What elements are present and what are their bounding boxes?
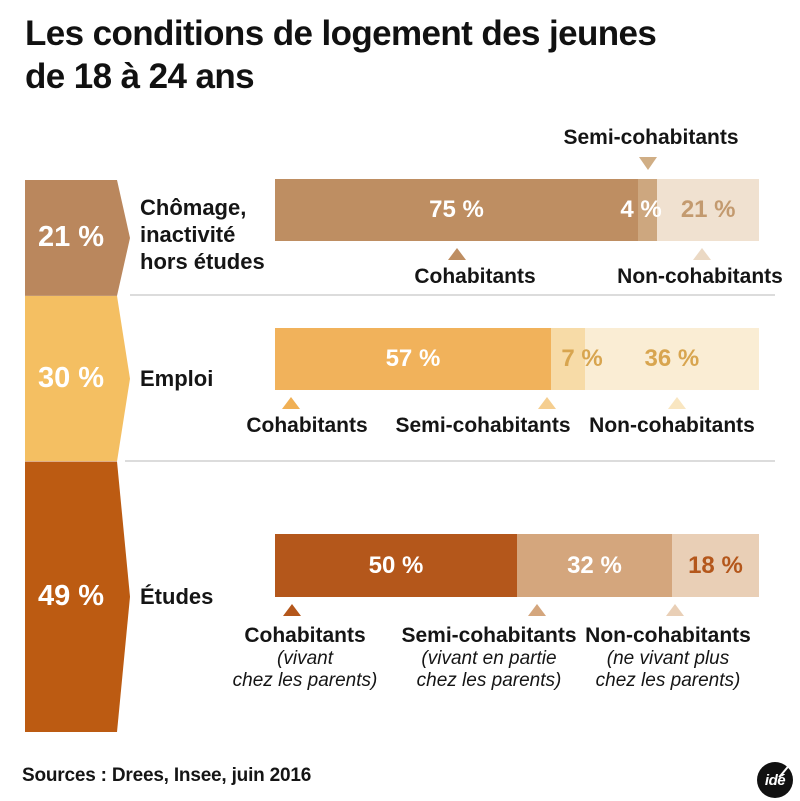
category-label-etudes: Études: [140, 584, 214, 609]
share-segment-emploi: 30 %: [25, 296, 130, 462]
cohabitants-marker-icon: [283, 604, 301, 616]
segment-value: 32 %: [567, 551, 622, 579]
separator-line: [130, 294, 775, 296]
ide-logo: idé: [757, 762, 793, 798]
semi-cohabitants-sublabel: chez les parents): [416, 670, 562, 691]
segment-value-semi: 4 %: [620, 196, 662, 223]
semi-cohabitants-label-row1: Semi-cohabitants: [563, 126, 739, 149]
cohabitants-label-row2: Cohabitants: [246, 414, 368, 437]
segment-cohabitants: 50 %: [275, 534, 517, 597]
segment-cohabitants: 75 %: [275, 179, 638, 241]
category-label-emploi: Emploi: [140, 366, 214, 391]
segment-value: 75 %: [429, 196, 484, 223]
category-label-line: inactivité: [140, 222, 236, 247]
share-segment-etudes: 49 %: [25, 461, 130, 732]
non-cohabitants-marker-icon: [668, 397, 686, 409]
semi-cohabitants-marker-icon: [538, 397, 556, 409]
semi-cohabitants-label-group: Semi-cohabitants (vivant en partie chez …: [401, 624, 576, 692]
segment-value: 18 %: [688, 551, 743, 579]
non-cohabitants-marker-icon: [693, 248, 711, 260]
non-cohabitants-label-group: Non-cohabitants (ne vivant plus chez les…: [585, 624, 751, 692]
share-percent-emploi: 30 %: [37, 362, 105, 395]
cohabitants-marker-icon: [448, 248, 466, 260]
segment-non-cohabitants: 21 %: [657, 179, 759, 241]
segment-semi-cohabitants: [638, 179, 658, 241]
segment-value: 21 %: [680, 196, 736, 223]
non-cohabitants-label-row3: Non-cohabitants: [585, 624, 751, 647]
segment-value-semi: 7 %: [561, 345, 603, 372]
non-cohabitants-label-row2: Non-cohabitants: [589, 414, 755, 437]
bar-emploi: 57 % 36 % 7 %: [275, 328, 759, 390]
non-cohabitants-marker-icon: [666, 604, 684, 616]
category-label-chomage: Chômage, inactivité hors études: [140, 194, 265, 275]
cohabitants-sublabel: (vivant: [277, 648, 333, 669]
cohabitants-label-row3: Cohabitants: [244, 624, 366, 647]
segment-semi-cohabitants: [550, 328, 585, 390]
semi-cohabitants-label-row2: Semi-cohabitants: [395, 414, 571, 437]
segment-value: 57 %: [385, 345, 441, 372]
non-cohabitants-label-row1: Non-cohabitants: [617, 265, 783, 288]
non-cohabitants-sublabel: (ne vivant plus: [606, 648, 730, 669]
source-text: Sources : Drees, Insee, juin 2016: [22, 765, 312, 786]
page-title: Les conditions de logement des jeunes de…: [25, 12, 770, 98]
semi-cohabitants-marker-icon: [639, 157, 657, 170]
category-label-line: Chômage,: [140, 195, 247, 220]
title-line-1: Les conditions de logement des jeunes: [25, 14, 657, 53]
segment-value: 36 %: [644, 345, 700, 372]
cohabitants-marker-icon: [282, 397, 300, 409]
cohabitants-sublabel: chez les parents): [232, 670, 378, 691]
segment-semi-cohabitants: 32 %: [517, 534, 672, 597]
logo-text: idé: [764, 771, 786, 789]
segment-cohabitants: 57 %: [275, 328, 551, 390]
separator-line: [125, 460, 775, 462]
share-segment-chomage: 21 %: [25, 180, 130, 296]
bar-chomage: 75 % 21 % 4 %: [275, 179, 759, 241]
semi-cohabitants-marker-icon: [528, 604, 546, 616]
non-cohabitants-sublabel: chez les parents): [595, 670, 741, 691]
semi-cohabitants-sublabel: (vivant en partie: [421, 648, 557, 669]
segment-value: 50 %: [368, 551, 424, 579]
category-share-column: 21 % 30 % 49 %: [25, 180, 130, 732]
share-percent-etudes: 49 %: [37, 580, 105, 613]
cohabitants-label-row1: Cohabitants: [414, 265, 536, 288]
category-label-line: hors études: [140, 249, 265, 274]
cohabitants-label-group: Cohabitants (vivant chez les parents): [233, 624, 378, 692]
segment-non-cohabitants: 18 %: [671, 534, 759, 597]
segment-non-cohabitants: 36 %: [584, 328, 759, 390]
share-percent-chomage: 21 %: [37, 221, 105, 254]
semi-cohabitants-label-row3: Semi-cohabitants: [401, 624, 577, 647]
bar-etudes: 50 % 32 % 18 %: [275, 534, 759, 597]
title-line-2: de 18 à 24 ans: [25, 57, 255, 96]
